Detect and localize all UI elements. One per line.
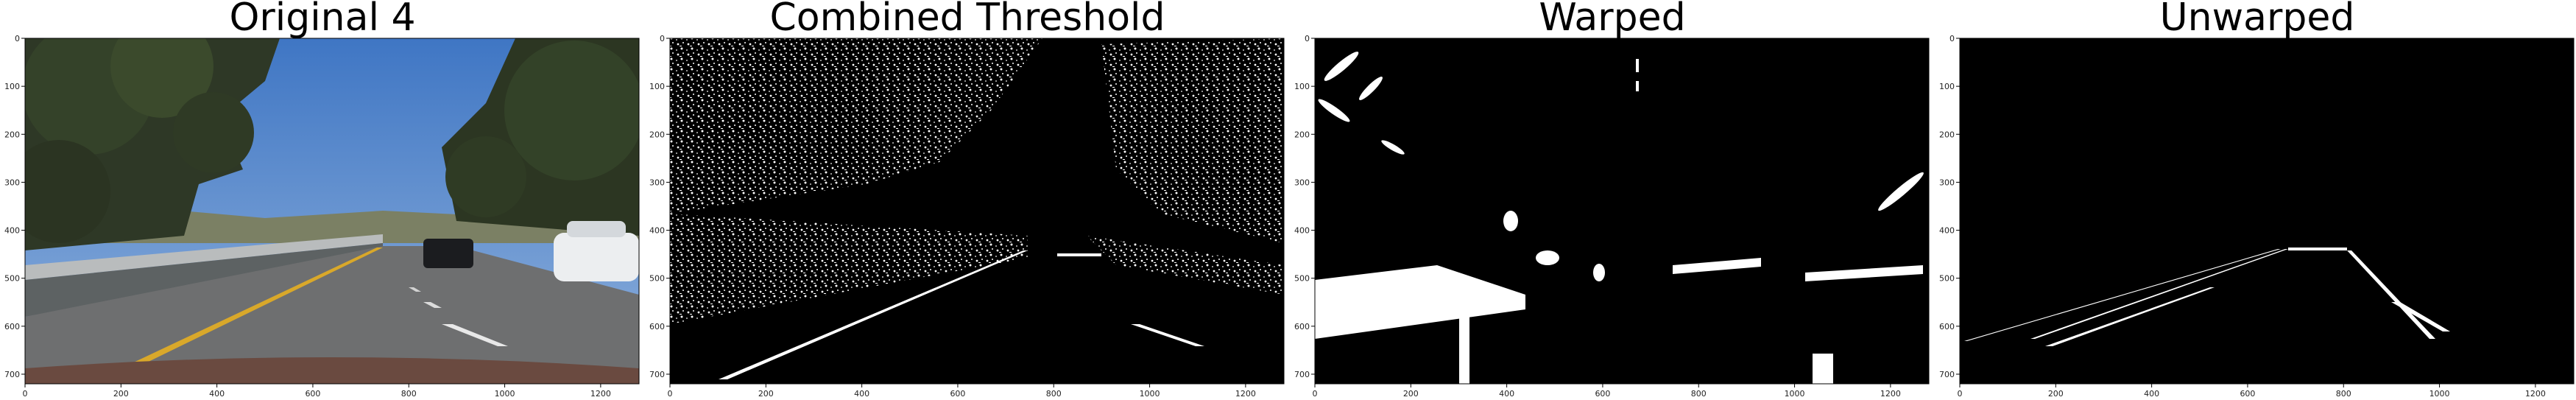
y-axis-ticks: 0 100 200 300 400 500 600 700: [4, 34, 25, 379]
x-tick-label: 1200: [590, 389, 611, 399]
panel-unwarped: Unwarped 0 200 400 600 800 1000 1200 0 100 200 30…: [1935, 0, 2576, 400]
x-tick-label: 200: [113, 389, 129, 399]
x-tick-label: 400: [854, 389, 869, 399]
x-tick-label: 0: [1958, 389, 1963, 399]
x-axis-ticks: 0 200 400 600 800 1000 1200: [1958, 384, 2546, 399]
y-tick-label: 500: [649, 274, 665, 284]
y-tick-label: 700: [1939, 370, 1955, 379]
y-axis-ticks: 0 100 200 300 400 500 600 700: [649, 34, 670, 379]
y-tick-label: 500: [1939, 274, 1955, 284]
panel-title: Combined Threshold: [769, 0, 1165, 40]
x-axis-ticks: 0 200 400 600 800 1000 1200: [668, 384, 1256, 399]
x-tick-label: 1200: [1880, 389, 1901, 399]
x-tick-label: 1200: [2525, 389, 2546, 399]
x-tick-label: 400: [2144, 389, 2159, 399]
y-tick-label: 0: [660, 34, 665, 43]
y-tick-label: 300: [649, 178, 665, 187]
y-tick-label: 200: [1939, 130, 1955, 139]
y-tick-label: 400: [649, 226, 665, 236]
plot-unwarped: 0 200 400 600 800 1000 1200 0 100 200 300 400 500 60…: [1939, 34, 2575, 399]
x-tick-label: 200: [2048, 389, 2064, 399]
y-tick-label: 600: [1294, 322, 1310, 331]
y-tick-label: 500: [1294, 274, 1310, 284]
x-tick-label: 1000: [495, 389, 515, 399]
x-tick-label: 600: [305, 389, 320, 399]
x-tick-label: 200: [1403, 389, 1419, 399]
plot-combined-threshold: 0 200 400 600 800 1000 1200 0 100 200 300 400 500 60…: [649, 34, 1285, 399]
x-tick-label: 0: [668, 389, 673, 399]
x-tick-label: 600: [950, 389, 965, 399]
y-tick-label: 0: [1305, 34, 1310, 43]
x-tick-label: 400: [1499, 389, 1514, 399]
y-tick-label: 200: [649, 130, 665, 139]
y-tick-label: 300: [4, 178, 20, 187]
y-tick-label: 700: [649, 370, 665, 379]
plot-original: 0 200 400 600 800 1000 1200 0 100 200 300 400 500 60…: [4, 34, 640, 399]
x-tick-label: 800: [1691, 389, 1707, 399]
warped-image: [1315, 38, 1929, 384]
x-tick-label: 800: [1046, 389, 1062, 399]
x-tick-label: 400: [209, 389, 225, 399]
y-tick-label: 200: [1294, 130, 1310, 139]
panel-title: Warped: [1539, 0, 1686, 40]
x-tick-label: 1000: [2429, 389, 2450, 399]
x-tick-label: 1000: [1785, 389, 1805, 399]
y-tick-label: 200: [4, 130, 20, 139]
y-tick-label: 600: [4, 322, 20, 331]
x-tick-label: 800: [401, 389, 417, 399]
y-tick-label: 300: [1939, 178, 1955, 187]
y-tick-label: 100: [1939, 82, 1955, 91]
threshold-image: [670, 38, 1284, 384]
x-axis-ticks: 0 200 400 600 800 1000 1200: [23, 384, 611, 399]
x-tick-label: 0: [23, 389, 28, 399]
x-tick-label: 0: [1313, 389, 1318, 399]
x-tick-label: 600: [1595, 389, 1610, 399]
y-tick-label: 100: [4, 82, 20, 91]
panel-warped: Warped: [1290, 0, 1935, 400]
x-tick-label: 600: [2240, 389, 2255, 399]
y-axis-ticks: 0 100 200 300 400 500 600 700: [1939, 34, 1960, 379]
y-tick-label: 400: [1294, 226, 1310, 236]
y-tick-label: 700: [4, 370, 20, 379]
panel-title: Original 4: [229, 0, 416, 40]
y-tick-label: 0: [15, 34, 20, 43]
unwarped-image: [1960, 38, 2574, 384]
y-tick-label: 100: [649, 82, 665, 91]
x-tick-label: 200: [758, 389, 774, 399]
y-tick-label: 400: [4, 226, 20, 236]
y-tick-label: 100: [1294, 82, 1310, 91]
panel-title: Unwarped: [2159, 0, 2355, 40]
panel-combined-threshold: Combined Threshold 0 200 400 600 8: [645, 0, 1290, 400]
panel-original: Original 4: [0, 0, 645, 400]
x-tick-label: 800: [2336, 389, 2351, 399]
y-tick-label: 600: [1939, 322, 1955, 331]
x-tick-label: 1000: [1140, 389, 1160, 399]
x-axis-ticks: 0 200 400 600 800 1000 1200: [1313, 384, 1901, 399]
y-tick-label: 300: [1294, 178, 1310, 187]
y-tick-label: 500: [4, 274, 20, 284]
x-tick-label: 1200: [1235, 389, 1256, 399]
y-tick-label: 400: [1939, 226, 1955, 236]
y-tick-label: 0: [1949, 34, 1955, 43]
y-tick-label: 700: [1294, 370, 1310, 379]
road-photo: [25, 38, 639, 384]
y-axis-ticks: 0 100 200 300 400 500 600 700: [1294, 34, 1315, 379]
y-tick-label: 600: [649, 322, 665, 331]
plot-warped: 0 200 400 600 800 1000 1200 0 100 200 300 400 500 60…: [1294, 34, 1930, 399]
